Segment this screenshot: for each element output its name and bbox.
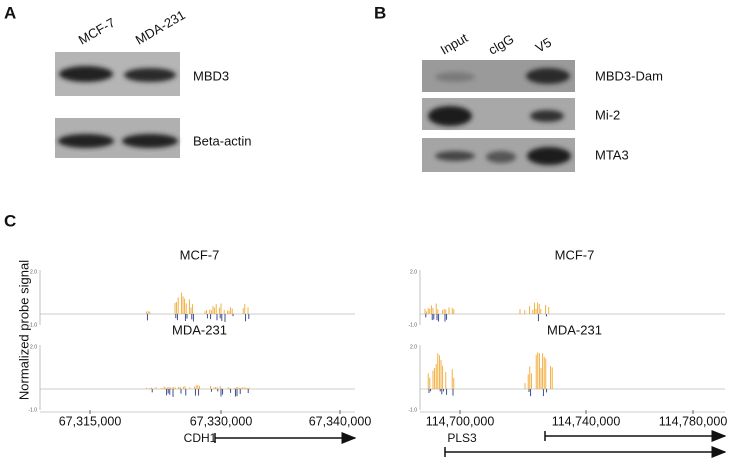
y-tick-label: -1.0 — [408, 407, 417, 413]
blot-label: MBD3 — [193, 68, 229, 83]
panel-label: B — [374, 3, 386, 22]
y-tick-label: 2.0 — [410, 344, 417, 350]
blot-label: MTA3 — [595, 147, 629, 162]
blot-label: MBD3-Dam — [595, 68, 663, 83]
sample-label: MDA-231 — [547, 322, 602, 337]
blot-label: Beta-actin — [193, 133, 252, 148]
lane-label: MCF-7 — [76, 15, 118, 48]
blot — [422, 98, 575, 130]
sample-label: MCF-7 — [180, 247, 220, 262]
x-tick-label: 67,340,000 — [309, 414, 372, 428]
panel-label: C — [4, 211, 16, 230]
gene-label: CDH1 — [184, 431, 217, 445]
lane-label: MDA-231 — [133, 7, 188, 47]
panel-label: A — [4, 3, 16, 22]
sample-label: MDA-231 — [172, 322, 227, 337]
y-axis-label: Normalized probe signal — [16, 260, 31, 400]
y-tick-label: -1.0 — [28, 407, 37, 413]
y-tick-label: 2.0 — [30, 344, 37, 350]
y-tick-label: -1.0 — [408, 322, 417, 328]
lane-label: clgG — [486, 31, 517, 57]
x-tick-label: 114,700,000 — [426, 414, 495, 428]
x-tick-label: 67,315,000 — [59, 414, 122, 428]
blot-label: Mi-2 — [595, 107, 620, 122]
lane-label: V5 — [533, 35, 554, 56]
sample-label: MCF-7 — [555, 247, 595, 262]
lane-label: Input — [438, 30, 471, 58]
y-tick-label: 2.0 — [30, 269, 37, 275]
blot — [55, 52, 180, 96]
y-tick-label: 2.0 — [410, 269, 417, 275]
x-tick-label: 114,740,000 — [552, 414, 621, 428]
x-tick-label: 114,780,000 — [659, 414, 728, 428]
blot — [55, 118, 180, 158]
blot — [422, 138, 575, 172]
gene-label: PLS3 — [447, 431, 477, 445]
x-tick-label: 67,330,000 — [190, 414, 253, 428]
y-tick-label: -1.0 — [28, 322, 37, 328]
blot — [422, 60, 575, 92]
